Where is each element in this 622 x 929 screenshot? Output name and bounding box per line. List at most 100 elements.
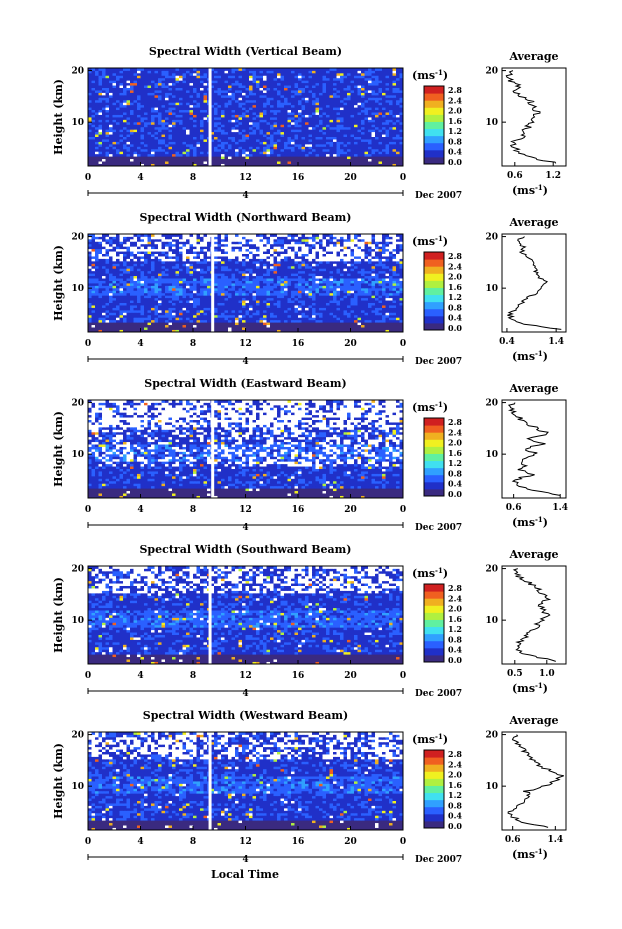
heatmap-cell xyxy=(396,88,400,91)
heatmap-cell xyxy=(120,315,124,318)
heatmap-cell xyxy=(239,146,243,149)
heatmap-cell xyxy=(389,305,393,308)
heatmap-cell xyxy=(347,315,351,318)
heatmap-cell xyxy=(333,320,337,323)
heatmap-cell xyxy=(162,310,166,313)
x-tick-label: 8 xyxy=(190,173,196,183)
heatmap-cell xyxy=(116,154,120,157)
heatmap-cell xyxy=(347,70,351,73)
heatmap-cell xyxy=(270,88,274,91)
heatmap-cell xyxy=(316,80,320,83)
heatmap-cell xyxy=(113,78,117,81)
heatmap-cell xyxy=(253,134,257,137)
heatmap-cell xyxy=(158,298,162,301)
heatmap-cell xyxy=(277,305,281,308)
heatmap-cell xyxy=(267,315,271,318)
heatmap-cell xyxy=(277,80,281,83)
heatmap-cell xyxy=(106,115,110,118)
heatmap-cell xyxy=(386,122,390,125)
heatmap-cell xyxy=(204,88,208,91)
heatmap-cell xyxy=(120,139,124,142)
heatmap-cell xyxy=(281,312,285,315)
heatmap-cell xyxy=(221,295,225,298)
colorbar-tick-label: 2.4 xyxy=(448,95,462,105)
panel-title: Spectral Width (Vertical Beam) xyxy=(149,45,342,58)
heatmap-cell xyxy=(365,312,369,315)
heatmap-cell xyxy=(316,154,320,157)
heatmap-cell xyxy=(183,127,187,130)
heatmap-cell xyxy=(337,115,341,118)
heatmap-cell xyxy=(158,73,162,76)
heatmap-cell xyxy=(141,112,145,115)
heatmap-cell xyxy=(372,132,376,135)
heatmap-cell xyxy=(169,315,173,318)
heatmap-cell xyxy=(351,85,355,88)
heatmap-cell xyxy=(200,161,204,164)
heatmap-cell xyxy=(144,137,148,140)
heatmap-cell xyxy=(232,119,236,122)
colorbar-unit: (ms-1) xyxy=(412,68,448,82)
heatmap-cell xyxy=(144,102,148,105)
heatmap-cell xyxy=(116,325,120,328)
heatmap-cell xyxy=(102,308,106,311)
heatmap-cell xyxy=(95,102,99,105)
heatmap-cell xyxy=(102,310,106,313)
heatmap-cell xyxy=(302,317,306,320)
heatmap-cell xyxy=(190,97,194,100)
heatmap-cell xyxy=(302,117,306,120)
panel-title: Spectral Width (Northward Beam) xyxy=(140,211,352,224)
colorbar-unit-close: ) xyxy=(443,69,448,82)
heatmap-cell xyxy=(235,310,239,313)
heatmap-cell xyxy=(267,88,271,91)
heatmap-cell xyxy=(137,88,141,91)
heatmap-cell xyxy=(267,80,271,83)
heatmap-cell xyxy=(379,320,383,323)
heatmap-cell xyxy=(99,90,103,93)
heatmap-cell xyxy=(232,161,236,164)
heatmap-cell xyxy=(155,80,159,83)
heatmap-cell xyxy=(253,310,257,313)
heatmap-cell xyxy=(337,144,341,147)
heatmap-cell xyxy=(368,298,372,301)
heatmap-cell xyxy=(134,83,138,86)
heatmap-cell xyxy=(351,310,355,313)
heatmap-cell xyxy=(288,315,292,318)
heatmap-cell xyxy=(127,119,131,122)
colorbar-tick-label: 1.2 xyxy=(448,126,462,136)
heatmap-cell xyxy=(281,154,285,157)
heatmap-cell xyxy=(375,83,379,86)
heatmap-cell xyxy=(225,75,229,78)
heatmap-cell xyxy=(309,327,313,330)
heatmap-cell xyxy=(277,70,281,73)
heatmap-cell xyxy=(204,93,208,96)
heatmap-cell xyxy=(155,78,159,81)
heatmap-cell xyxy=(253,312,257,315)
heatmap-cell xyxy=(197,95,201,98)
heatmap-cell xyxy=(190,308,194,311)
heatmap-cell xyxy=(221,95,225,98)
heatmap-cell xyxy=(228,110,232,113)
heatmap-cell xyxy=(351,298,355,301)
heatmap-cell xyxy=(246,146,250,149)
heatmap-cell xyxy=(169,110,173,113)
heatmap-cell xyxy=(197,127,201,130)
heatmap-cell xyxy=(120,102,124,105)
heatmap-cell xyxy=(218,317,222,320)
heatmap-cell xyxy=(242,300,246,303)
heatmap-cell xyxy=(228,295,232,298)
heatmap-cell xyxy=(319,105,323,108)
heatmap-cell xyxy=(323,151,327,154)
heatmap-cell xyxy=(382,80,386,83)
heatmap-cell xyxy=(225,80,229,83)
heatmap-cell xyxy=(316,102,320,105)
heatmap-cell xyxy=(134,132,138,135)
heatmap-cell xyxy=(337,139,341,142)
heatmap-cell xyxy=(239,95,243,98)
heatmap-cell xyxy=(158,80,162,83)
heatmap-cell xyxy=(284,80,288,83)
heatmap-cell xyxy=(298,90,302,93)
heatmap-cell xyxy=(277,327,281,330)
heatmap-cell xyxy=(340,88,344,91)
heatmap-cell xyxy=(123,100,127,103)
heatmap-cell xyxy=(88,308,92,311)
